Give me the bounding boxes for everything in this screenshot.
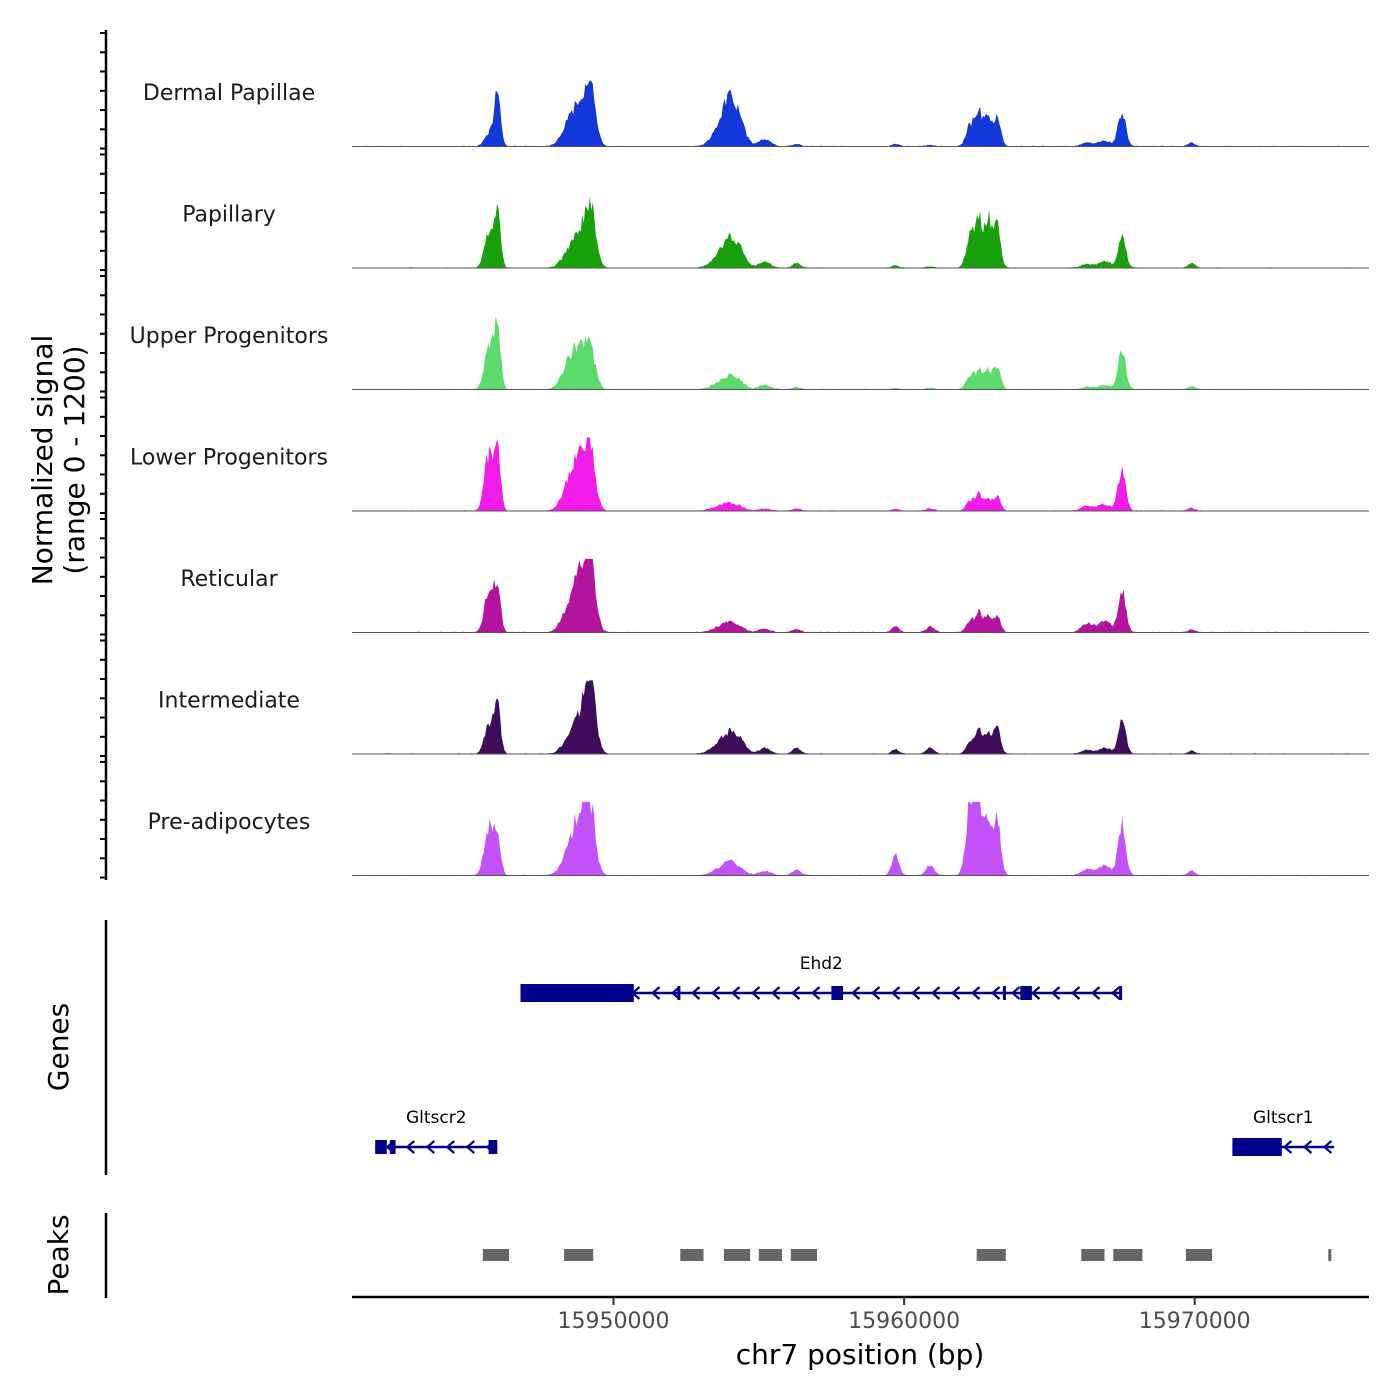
signal-track-label: Upper Progenitors (130, 324, 329, 349)
strand-chevron (970, 986, 981, 1000)
strand-chevron (730, 986, 741, 1000)
strand-chevron (1322, 1140, 1333, 1154)
gene-exon (831, 986, 843, 1000)
strand-chevron (1010, 986, 1021, 1000)
peak-block (723, 1249, 751, 1261)
signal-area (352, 196, 1369, 268)
genes-panel-title: Genes (42, 1003, 75, 1091)
signal-area (352, 680, 1369, 754)
genes-panel: Genes Ehd2 Gltscr2 Gltscr1 (42, 920, 1335, 1175)
strand-chevron (810, 986, 821, 1000)
x-axis-title: chr7 position (bp) (736, 1338, 985, 1371)
strand-chevron (750, 986, 761, 1000)
signal-area (352, 437, 1369, 511)
signal-tracks: Dermal Papillae Papillary Upper Progenitor… (130, 80, 1369, 876)
strand-chevron (710, 986, 721, 1000)
signal-track-label: Intermediate (158, 689, 300, 714)
gene-exon (677, 986, 681, 1000)
strand-chevron (890, 986, 901, 1000)
strand-chevron (950, 986, 961, 1000)
signal-track-label: Pre-adipocytes (148, 810, 311, 835)
signal-track: Intermediate (158, 680, 1369, 755)
signal-axis-title-line2: (range 0 - 1200) (58, 345, 91, 574)
peak-blocks (482, 1249, 1332, 1261)
peak-block (1185, 1249, 1213, 1261)
strand-chevron (1090, 986, 1101, 1000)
strand-chevron (445, 1140, 455, 1154)
peak-block (976, 1249, 1006, 1261)
peak-block (564, 1249, 594, 1261)
gene-exon (389, 1140, 396, 1154)
peak-block (680, 1249, 704, 1261)
x-tick-label: 15970000 (1139, 1309, 1251, 1334)
strand-chevron (1070, 986, 1081, 1000)
signal-axis-title-line1: Normalized signal (26, 335, 59, 586)
strand-chevron (790, 986, 801, 1000)
signal-panel: Dermal Papillae Papillary Upper Progenitor… (26, 30, 1369, 880)
peaks-panel-title: Peaks (42, 1214, 75, 1295)
x-tick-label: 15960000 (848, 1309, 960, 1334)
strand-chevron (670, 986, 681, 1000)
strand-chevron (1030, 986, 1041, 1000)
strand-chevron (770, 986, 781, 1000)
signal-track: Pre-adipocytes (148, 801, 1369, 876)
gene-exon (1232, 1138, 1282, 1156)
gene-model: Gltscr1 (1232, 1108, 1335, 1156)
gene-exon (1020, 986, 1032, 1000)
signal-track: Dermal Papillae (143, 80, 1369, 147)
strand-chevron (1302, 1140, 1313, 1154)
gene-exon (520, 984, 634, 1002)
signal-track: Lower Progenitors (130, 437, 1369, 512)
signal-track-label: Papillary (182, 203, 276, 228)
peak-block (790, 1249, 817, 1261)
gene-label: Gltscr2 (406, 1108, 467, 1128)
x-tick-label: 15950000 (558, 1309, 670, 1334)
signal-track-label: Reticular (180, 567, 278, 592)
peaks-panel: Peaks (42, 1213, 1332, 1298)
signal-track-label: Lower Progenitors (130, 446, 328, 471)
signal-track-label: Dermal Papillae (143, 81, 315, 106)
gene-exon (375, 1140, 387, 1154)
x-axis-ticks: 15950000 15960000 15970000 (558, 1297, 1251, 1334)
signal-area (352, 558, 1369, 633)
signal-area (352, 801, 1369, 876)
strand-chevron (850, 986, 861, 1000)
strand-chevron (405, 1140, 415, 1154)
signal-track: Papillary (182, 196, 1369, 269)
strand-chevron (910, 986, 921, 1000)
gene-label: Ehd2 (800, 954, 843, 974)
signal-track: Reticular (180, 558, 1369, 633)
peak-block (1113, 1249, 1143, 1261)
gene-models: Ehd2 Gltscr2 Gltscr1 (375, 954, 1335, 1156)
signal-area (352, 315, 1369, 390)
peak-block (1081, 1249, 1105, 1261)
signal-track: Upper Progenitors (130, 315, 1369, 390)
peak-block (758, 1249, 782, 1261)
strand-chevron (1050, 986, 1061, 1000)
gene-exon (1119, 986, 1123, 1000)
gene-label: Gltscr1 (1253, 1108, 1314, 1128)
strand-chevron (1282, 1140, 1293, 1154)
strand-chevron (930, 986, 941, 1000)
gene-model: Gltscr2 (375, 1108, 498, 1154)
strand-chevron (465, 1140, 475, 1154)
strand-chevron (990, 986, 1001, 1000)
strand-chevron (690, 986, 701, 1000)
strand-chevron (650, 986, 661, 1000)
signal-y-axis-ticks (100, 32, 106, 879)
gene-model: Ehd2 (520, 954, 1123, 1002)
gene-exon (488, 1140, 498, 1154)
signal-area (352, 80, 1369, 147)
strand-chevron (425, 1140, 435, 1154)
peak-block (482, 1249, 509, 1261)
gene-exon (1002, 986, 1006, 1000)
strand-chevron (1110, 986, 1121, 1000)
x-axis: 15950000 15960000 15970000 chr7 position (… (352, 1295, 1369, 1371)
peak-block (1328, 1249, 1332, 1261)
strand-chevron (870, 986, 881, 1000)
